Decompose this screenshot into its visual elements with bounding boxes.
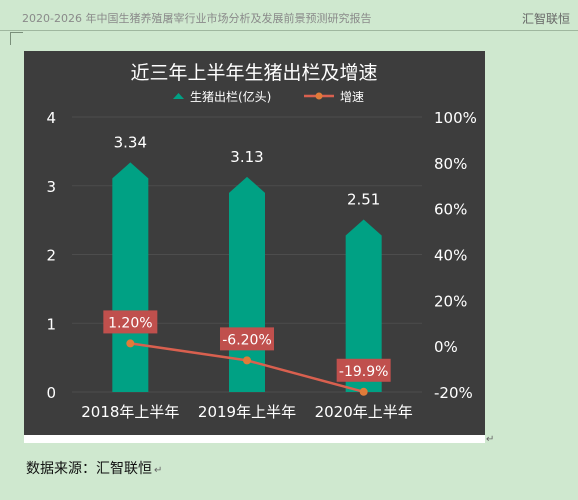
x-category-label: 2019年上半年	[198, 403, 296, 421]
source-text: 数据来源：汇智联恒	[26, 461, 152, 477]
y-right-tick-label: 60%	[434, 201, 467, 219]
chart-svg: 3.34 3.13 2.51 1.20% -6.20% -19.9% 0 1 2 3 4 -20% 0…	[46, 62, 477, 421]
document-header: 2020-2026 年中国生猪养殖屠宰行业市场分析及发展前景预测研究报告 汇智联…	[0, 0, 578, 31]
margin-corner-mark	[10, 32, 23, 45]
bar-3	[345, 219, 382, 392]
legend-bar-label: 生猪出栏(亿头)	[190, 89, 271, 104]
x-category-label: 2018年上半年	[81, 403, 179, 421]
bar-value-label: 3.13	[230, 148, 263, 166]
growth-value-label: -6.20%	[222, 332, 272, 348]
y-right-tick-label: -20%	[434, 384, 473, 402]
legend: 生猪出栏(亿头) 增速	[173, 89, 364, 104]
growth-point-1	[126, 339, 135, 348]
chart-title: 近三年上半年生猪出栏及增速	[130, 62, 377, 84]
legend-bar-marker-icon	[173, 93, 184, 99]
growth-label-box	[103, 310, 158, 334]
legend-line-label: 增速	[340, 90, 364, 104]
source-line: 数据来源：汇智联恒 ↵	[26, 458, 162, 478]
growth-label-box	[220, 327, 274, 351]
chart-panel: 3.34 3.13 2.51 1.20% -6.20% -19.9% 0 1 2 3 4 -20% 0…	[24, 51, 485, 435]
bar-1	[112, 162, 149, 392]
y-left-tick-label: 1	[46, 315, 56, 333]
paragraph-mark-icon: ↵	[486, 434, 495, 445]
growth-point-2	[243, 356, 251, 365]
header-title: 2020-2026 年中国生猪养殖屠宰行业市场分析及发展前景预测研究报告	[22, 12, 372, 25]
growth-value-label: 1.20%	[108, 315, 152, 331]
growth-value-label: -19.9%	[339, 364, 389, 380]
legend-line-dot-icon	[315, 92, 323, 100]
y-left-tick-label: 2	[46, 247, 56, 265]
x-category-label: 2020年上半年	[315, 403, 413, 421]
y-right-tick-label: 20%	[434, 292, 467, 310]
y-left-tick-label: 3	[46, 178, 56, 196]
y-left-tick-label: 4	[46, 109, 56, 127]
y-right-tick-label: 80%	[434, 155, 467, 173]
y-right-tick-label: 0%	[434, 338, 458, 356]
bar-value-label: 2.51	[347, 190, 380, 208]
chart-bottom-strip	[24, 435, 485, 443]
paragraph-mark-icon: ↵	[154, 465, 163, 476]
bar-value-label: 3.34	[114, 133, 147, 151]
y-left-tick-label: 0	[46, 384, 56, 402]
header-brand: 汇智联恒	[521, 12, 570, 26]
growth-label-box	[336, 358, 391, 382]
y-right-tick-label: 100%	[434, 109, 477, 127]
y-right-tick-label: 40%	[434, 247, 467, 265]
growth-point-3	[359, 387, 368, 396]
